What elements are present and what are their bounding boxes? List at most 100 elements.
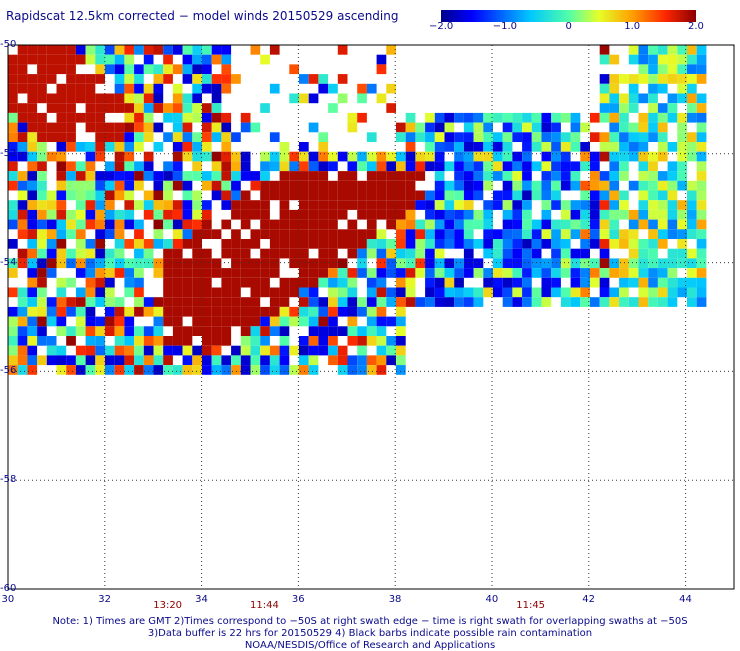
wind-cell bbox=[493, 142, 503, 152]
wind-cell bbox=[347, 248, 358, 259]
wind-cell bbox=[541, 258, 552, 269]
wind-cell bbox=[580, 151, 590, 162]
wind-cell bbox=[202, 74, 212, 84]
wind-cell bbox=[366, 83, 377, 94]
wind-cell bbox=[308, 336, 319, 346]
wind-cell bbox=[27, 326, 38, 336]
wind-cell bbox=[405, 258, 416, 269]
wind-cell bbox=[473, 132, 484, 142]
wind-cell bbox=[143, 64, 154, 75]
wind-cell bbox=[599, 103, 610, 113]
wind-cell bbox=[240, 316, 251, 327]
wind-cell bbox=[434, 151, 445, 162]
wind-cell bbox=[260, 355, 270, 366]
wind-cell bbox=[289, 248, 299, 259]
wind-cell bbox=[75, 209, 86, 220]
wind-cell bbox=[56, 277, 67, 288]
wind-cell bbox=[667, 112, 678, 123]
wind-cell bbox=[37, 112, 47, 123]
wind-cell bbox=[677, 142, 687, 152]
wind-cell bbox=[211, 112, 222, 123]
wind-cell bbox=[425, 112, 435, 123]
wind-cell bbox=[405, 209, 416, 220]
wind-cell bbox=[250, 277, 261, 288]
wind-cell bbox=[628, 297, 639, 307]
wind-cell bbox=[560, 297, 571, 307]
wind-cell bbox=[172, 45, 183, 55]
wind-cell bbox=[512, 209, 523, 220]
wind-cell bbox=[619, 287, 629, 298]
wind-cell bbox=[95, 297, 105, 307]
wind-cell bbox=[522, 239, 532, 249]
wind-cell bbox=[677, 112, 687, 123]
wind-cell bbox=[434, 200, 445, 210]
wind-cell bbox=[657, 142, 668, 152]
wind-cell bbox=[75, 190, 86, 201]
wind-cell bbox=[163, 268, 173, 278]
wind-cell bbox=[240, 151, 251, 162]
wind-cell bbox=[318, 345, 329, 356]
wind-cell bbox=[337, 365, 348, 375]
wind-cell bbox=[580, 239, 590, 249]
wind-cell bbox=[279, 355, 290, 366]
wind-cell bbox=[463, 297, 474, 307]
wind-cell bbox=[357, 326, 367, 336]
wind-cell bbox=[172, 64, 183, 75]
wind-cell bbox=[628, 54, 639, 65]
wind-cell bbox=[357, 365, 367, 375]
wind-cell bbox=[231, 132, 241, 142]
wind-cell bbox=[124, 54, 135, 65]
wind-cell bbox=[299, 200, 309, 210]
wind-cell bbox=[66, 336, 76, 346]
wind-cell bbox=[279, 248, 290, 259]
wind-cell bbox=[638, 132, 649, 142]
wind-cell bbox=[17, 258, 28, 269]
wind-cell bbox=[240, 268, 251, 278]
wind-cell bbox=[415, 171, 426, 181]
wind-cell bbox=[153, 306, 164, 317]
wind-cell bbox=[37, 200, 47, 210]
wind-cell bbox=[463, 161, 474, 172]
wind-cell bbox=[134, 355, 144, 366]
wind-cell bbox=[8, 365, 18, 375]
wind-cell bbox=[357, 345, 367, 356]
wind-cell bbox=[405, 122, 416, 133]
wind-cell bbox=[17, 151, 28, 162]
wind-cell bbox=[95, 180, 105, 191]
wind-cell bbox=[134, 45, 144, 55]
wind-cell bbox=[299, 171, 309, 181]
wind-cell bbox=[105, 326, 115, 336]
wind-cell bbox=[163, 190, 173, 201]
wind-cell bbox=[667, 74, 678, 84]
wind-cell bbox=[37, 326, 47, 336]
wind-cell bbox=[696, 161, 707, 172]
wind-cell bbox=[17, 287, 28, 298]
wind-cell bbox=[105, 122, 115, 133]
wind-cell bbox=[541, 229, 552, 239]
wind-cell bbox=[609, 161, 620, 172]
wind-cell bbox=[192, 171, 202, 181]
wind-cell bbox=[163, 355, 173, 366]
wind-cell bbox=[444, 161, 455, 172]
wind-cell bbox=[134, 365, 144, 375]
wind-cell bbox=[473, 219, 484, 230]
wind-cell bbox=[124, 219, 135, 230]
wind-cell bbox=[8, 64, 18, 75]
wind-cell bbox=[677, 122, 687, 133]
wind-cell bbox=[27, 345, 38, 356]
wind-cell bbox=[638, 277, 649, 288]
wind-cell bbox=[454, 171, 464, 181]
wind-cell bbox=[328, 190, 338, 201]
wind-cell bbox=[37, 248, 47, 259]
wind-cell bbox=[590, 297, 600, 307]
wind-cell bbox=[444, 209, 455, 220]
wind-cell bbox=[37, 239, 47, 249]
colorbar-tick: 2.0 bbox=[688, 21, 704, 32]
wind-cell bbox=[75, 297, 86, 307]
wind-cell bbox=[124, 161, 135, 172]
wind-cell bbox=[182, 93, 193, 104]
wind-cell bbox=[221, 64, 232, 75]
wind-cell bbox=[75, 306, 86, 317]
wind-cell bbox=[687, 287, 697, 298]
wind-cell bbox=[687, 258, 697, 269]
